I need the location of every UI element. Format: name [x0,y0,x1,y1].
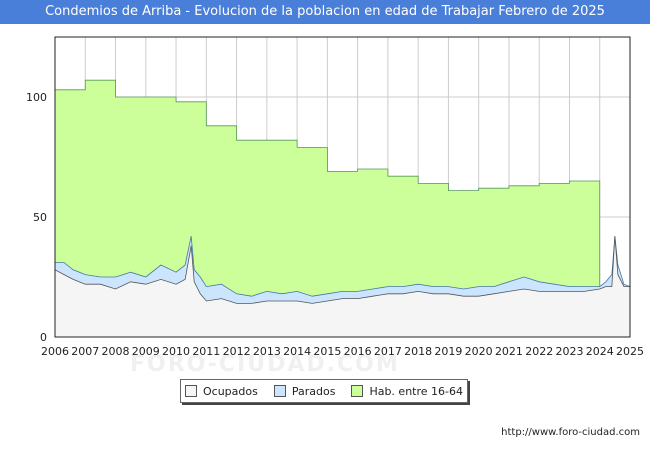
chart-title: Condemios de Arriba - Evolucion de la po… [0,0,650,24]
x-tick-label-2011: 2011 [192,345,220,358]
legend-item-habitantes: Hab. entre 16-64 [351,385,463,398]
x-tick-label-2008: 2008 [102,345,130,358]
legend-item-parados: Parados [273,384,336,398]
legend-swatch-parados [273,385,286,397]
legend-label-ocupados: Ocupados [202,384,258,398]
x-tick-label-2017: 2017 [374,345,402,358]
x-tick-label-2012: 2012 [223,345,251,358]
x-tick-label-2023: 2023 [555,345,583,358]
x-tick-label-2021: 2021 [495,345,523,358]
x-tick-label-2009: 2009 [132,345,160,358]
x-tick-label-2007: 2007 [71,345,99,358]
legend: Ocupados Parados Hab. entre 16-64 [180,379,468,403]
x-tick-label-2010: 2010 [162,345,190,358]
y-tick-label-100: 100 [26,91,47,104]
y-tick-label-0: 0 [40,331,47,344]
x-tick-label-2006: 2006 [41,345,69,358]
legend-swatch-ocupados [184,385,197,397]
legend-item-ocupados: Ocupados [184,384,258,398]
x-tick-label-2020: 2020 [465,345,493,358]
footer-url[interactable]: http://www.foro-ciudad.com [501,427,640,438]
legend-label-parados: Parados [291,384,336,398]
axes [54,36,631,338]
y-tick-label-50: 50 [33,211,47,224]
x-tick-label-2014: 2014 [283,345,311,358]
x-tick-label-2022: 2022 [525,345,553,358]
series-areas [54,79,631,338]
x-tick-label-2025: 2025 [616,345,644,358]
legend-swatch-habitantes [351,385,364,397]
x-tick-label-2019: 2019 [434,345,462,358]
x-tick-label-2015: 2015 [313,345,341,358]
x-tick-label-2018: 2018 [404,345,432,358]
x-tick-label-2013: 2013 [253,345,281,358]
legend-label-habitantes: Hab. entre 16-64 [369,384,463,398]
x-tick-label-2016: 2016 [344,345,372,358]
plot-border [54,36,631,338]
x-tick-label-2024: 2024 [586,345,614,358]
series-ocupados-area [54,236,631,338]
watermark: FORO-CIUDAD.COM [130,352,400,377]
